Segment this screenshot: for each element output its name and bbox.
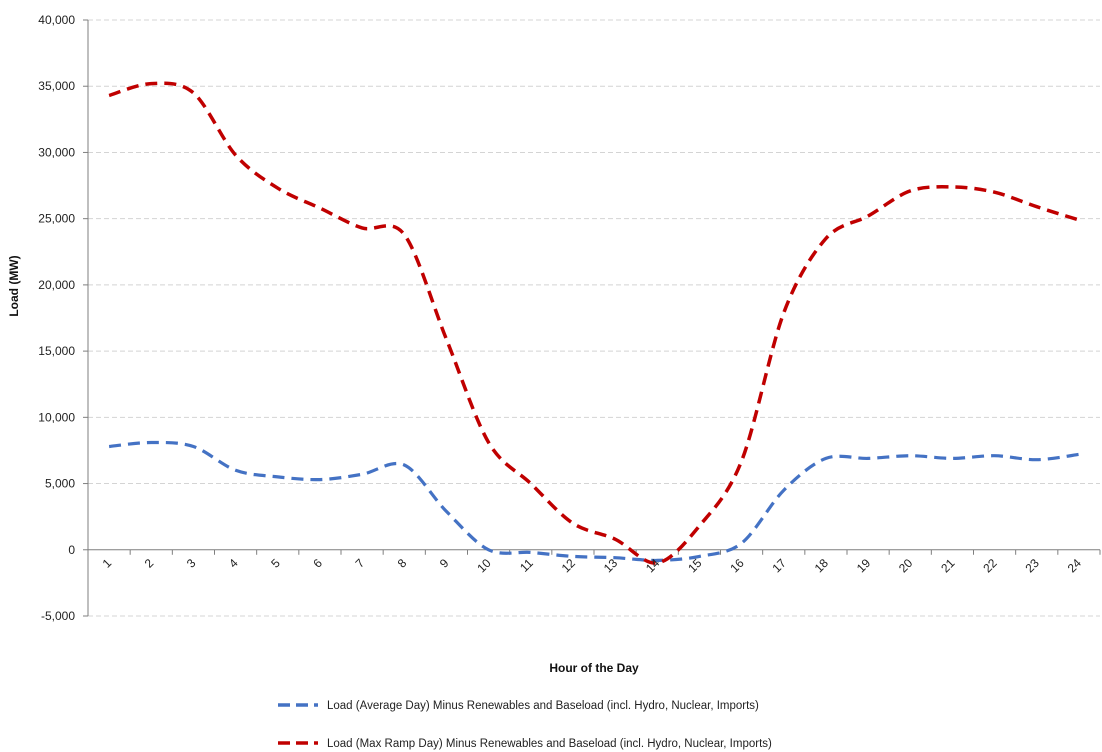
legend-label-max-ramp-day: Load (Max Ramp Day) Minus Renewables and… <box>327 738 772 750</box>
y-tick-label: 25,000 <box>38 212 75 226</box>
x-tick-label: 19 <box>854 556 874 576</box>
x-tick-label: 21 <box>938 556 958 576</box>
axes <box>83 19 1101 617</box>
x-tick-label: 10 <box>474 556 494 576</box>
legend-item-max-ramp-day: Load (Max Ramp Day) Minus Renewables and… <box>278 738 772 750</box>
x-tick-label: 2 <box>142 556 157 571</box>
x-tick-label: 15 <box>685 556 705 576</box>
x-tick-label: 16 <box>727 556 747 576</box>
series-line-max-ramp-day <box>108 81 1080 565</box>
y-tick-label: 5,000 <box>45 477 75 491</box>
y-tick-label: 10,000 <box>38 410 75 424</box>
x-tick-label: 12 <box>559 556 579 576</box>
x-axis-title: Hour of the Day <box>549 661 639 675</box>
gridlines <box>88 19 1100 617</box>
x-tick-label: 7 <box>353 556 368 571</box>
x-tick-label: 4 <box>226 556 241 571</box>
y-tick-label: 0 <box>68 543 75 557</box>
y-tick-label: 15,000 <box>38 344 75 358</box>
x-tick-label: 17 <box>770 556 790 576</box>
x-tick-label: 24 <box>1065 556 1085 576</box>
y-tick-label: 35,000 <box>38 79 75 93</box>
x-tick-label: 5 <box>268 556 283 571</box>
y-tick-label: 30,000 <box>38 145 75 159</box>
x-tick-label: 3 <box>184 556 199 571</box>
x-tick-labels: 1 2 3 4 5 6 7 8 9 10 11 12 13 14 15 16 17 18 19 20 21 22 23 24 <box>100 556 1085 576</box>
x-tick-label: 23 <box>1023 556 1043 576</box>
legend: Load (Average Day) Minus Renewables and … <box>278 700 772 750</box>
legend-item-average-day: Load (Average Day) Minus Renewables and … <box>278 700 759 712</box>
x-tick-label: 20 <box>896 556 916 576</box>
y-tick-label: 20,000 <box>38 278 75 292</box>
series-line-average-day <box>108 440 1080 563</box>
y-tick-labels: -5,000 0 5,000 10,000 15,000 20,000 25,000 30,0… <box>38 13 75 623</box>
series-lines <box>108 81 1080 565</box>
x-tick-label: 22 <box>980 556 1000 576</box>
y-tick-label: 40,000 <box>38 13 75 27</box>
y-axis-title: Load (MW) <box>7 255 21 316</box>
x-tick-label: 1 <box>100 556 115 571</box>
x-tick-label: 9 <box>437 556 452 571</box>
x-tick-label: 11 <box>517 556 536 575</box>
x-tick-label: 18 <box>812 556 832 576</box>
x-tick-label: 8 <box>395 556 410 571</box>
legend-label-average-day: Load (Average Day) Minus Renewables and … <box>327 700 759 712</box>
x-tick-label: 6 <box>310 556 325 571</box>
y-tick-label: -5,000 <box>41 609 75 623</box>
